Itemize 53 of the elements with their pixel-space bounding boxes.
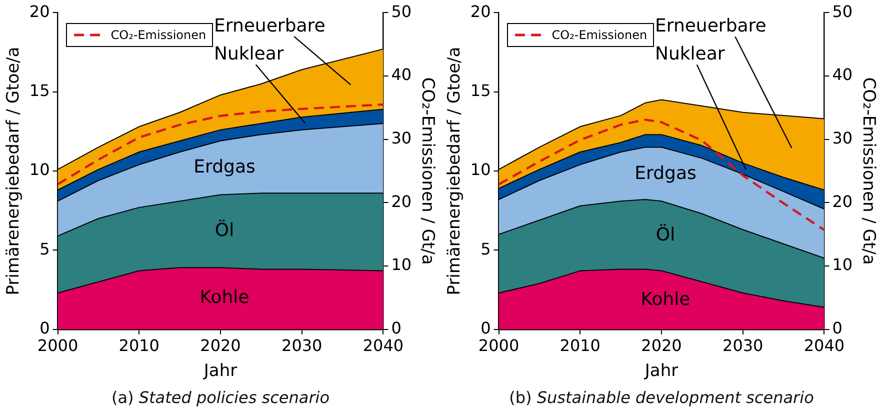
series-label: Öl bbox=[214, 218, 234, 241]
y-tick-label: 0 bbox=[480, 318, 491, 338]
y2-tick-label: 40 bbox=[391, 65, 412, 84]
y2-tick-label: 50 bbox=[391, 2, 412, 21]
x-axis-title: Jahr bbox=[644, 361, 678, 382]
series-label: Kohle bbox=[640, 288, 690, 310]
y-tick-label: 20 bbox=[29, 2, 50, 21]
x-axis-title: Jahr bbox=[202, 361, 238, 382]
y2-tick-label: 30 bbox=[391, 128, 412, 148]
y2-tick-label: 50 bbox=[832, 2, 853, 21]
series-label: Kohle bbox=[200, 287, 250, 308]
series-label: Erdgas bbox=[194, 156, 256, 178]
x-tick-label: 2020 bbox=[641, 336, 682, 356]
y2-tick-label: 30 bbox=[832, 128, 853, 148]
x-tick-label: 2040 bbox=[804, 336, 845, 356]
x-tick-label: 2030 bbox=[722, 336, 764, 356]
y-tick-label: 5 bbox=[40, 239, 50, 258]
y-axis-title: Primärenergiebedarf / Gtoe/a bbox=[444, 46, 465, 296]
x-tick-label: 2020 bbox=[200, 336, 241, 356]
y-tick-label: 10 bbox=[470, 160, 491, 180]
x-tick-label: 2010 bbox=[118, 336, 160, 356]
x-tick-label: 2010 bbox=[560, 336, 600, 356]
y2-tick-label: 0 bbox=[391, 318, 402, 338]
text: (b) Sustainable development scenario bbox=[508, 388, 815, 407]
x-tick-label: 2040 bbox=[362, 336, 404, 356]
y2-axis-title: CO₂-Emissionen / Gt/a bbox=[417, 77, 438, 265]
series-label: Erneuerbare bbox=[214, 15, 326, 36]
series-label: Öl bbox=[656, 224, 676, 246]
y-axis-title: Primärenergiebedarf / Gtoe/a bbox=[4, 46, 24, 296]
legend-label: CO₂-Emissionen bbox=[552, 28, 648, 42]
text: (a) Stated policies scenario bbox=[110, 388, 331, 407]
text: Erneuerbare bbox=[654, 15, 766, 36]
y2-axis-title: CO₂-Emissionen / Gt/a bbox=[858, 77, 878, 265]
y-tick-label: 10 bbox=[29, 160, 50, 180]
x-tick-label: 2000 bbox=[37, 336, 78, 356]
y-tick-label: 15 bbox=[29, 80, 50, 100]
legend-label: CO₂-Emissionen bbox=[110, 28, 206, 42]
y-tick-label: 15 bbox=[470, 80, 491, 100]
y2-tick-label: 0 bbox=[832, 318, 842, 338]
y2-tick-label: 40 bbox=[832, 65, 853, 84]
text: Nuklear bbox=[214, 43, 284, 64]
y-tick-label: 5 bbox=[480, 239, 491, 258]
y-tick-label: 20 bbox=[470, 2, 491, 21]
y2-tick-label: 20 bbox=[832, 192, 853, 211]
series-label: Erdgas bbox=[634, 162, 696, 184]
line-series bbox=[58, 103, 384, 186]
y2-tick-label: 20 bbox=[391, 192, 412, 211]
text: Nuklear bbox=[654, 43, 726, 64]
x-tick-label: 2030 bbox=[282, 336, 322, 356]
y-tick-label: 0 bbox=[40, 318, 50, 338]
y2-tick-label: 10 bbox=[391, 255, 412, 274]
y2-tick-label: 10 bbox=[832, 255, 853, 274]
x-tick-label: 2000 bbox=[478, 336, 520, 356]
